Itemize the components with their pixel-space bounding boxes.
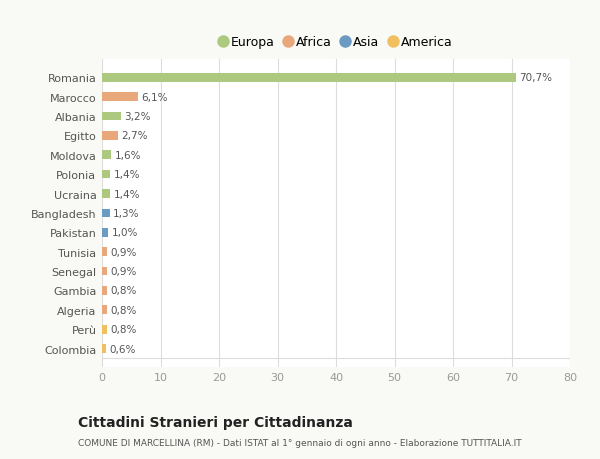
Bar	[102, 132, 118, 140]
Text: 0,9%: 0,9%	[111, 247, 137, 257]
Text: 0,8%: 0,8%	[110, 325, 137, 335]
Bar	[102, 286, 107, 295]
Bar	[102, 248, 107, 257]
Text: 3,2%: 3,2%	[124, 112, 151, 122]
Text: COMUNE DI MARCELLINA (RM) - Dati ISTAT al 1° gennaio di ogni anno - Elaborazione: COMUNE DI MARCELLINA (RM) - Dati ISTAT a…	[78, 438, 521, 448]
Text: 2,7%: 2,7%	[121, 131, 148, 141]
Text: 0,6%: 0,6%	[109, 344, 136, 354]
Text: 0,8%: 0,8%	[110, 305, 137, 315]
Text: 0,8%: 0,8%	[110, 286, 137, 296]
Legend: Europa, Africa, Asia, America: Europa, Africa, Asia, America	[216, 32, 456, 52]
Bar	[102, 209, 110, 218]
Bar	[102, 151, 112, 160]
Bar	[102, 170, 110, 179]
Bar	[102, 345, 106, 353]
Bar	[102, 325, 107, 334]
Bar	[102, 306, 107, 314]
Text: 0,9%: 0,9%	[111, 267, 137, 276]
Text: 1,6%: 1,6%	[115, 151, 142, 160]
Text: 1,4%: 1,4%	[114, 170, 140, 180]
Bar	[102, 112, 121, 121]
Text: 1,3%: 1,3%	[113, 208, 140, 218]
Text: 6,1%: 6,1%	[141, 92, 167, 102]
Bar	[102, 93, 137, 102]
Text: Cittadini Stranieri per Cittadinanza: Cittadini Stranieri per Cittadinanza	[78, 415, 353, 429]
Bar	[102, 229, 108, 237]
Text: 70,7%: 70,7%	[519, 73, 552, 83]
Bar	[102, 267, 107, 276]
Text: 1,4%: 1,4%	[114, 189, 140, 199]
Text: 1,0%: 1,0%	[112, 228, 138, 238]
Bar	[102, 190, 110, 198]
Bar	[102, 73, 515, 82]
